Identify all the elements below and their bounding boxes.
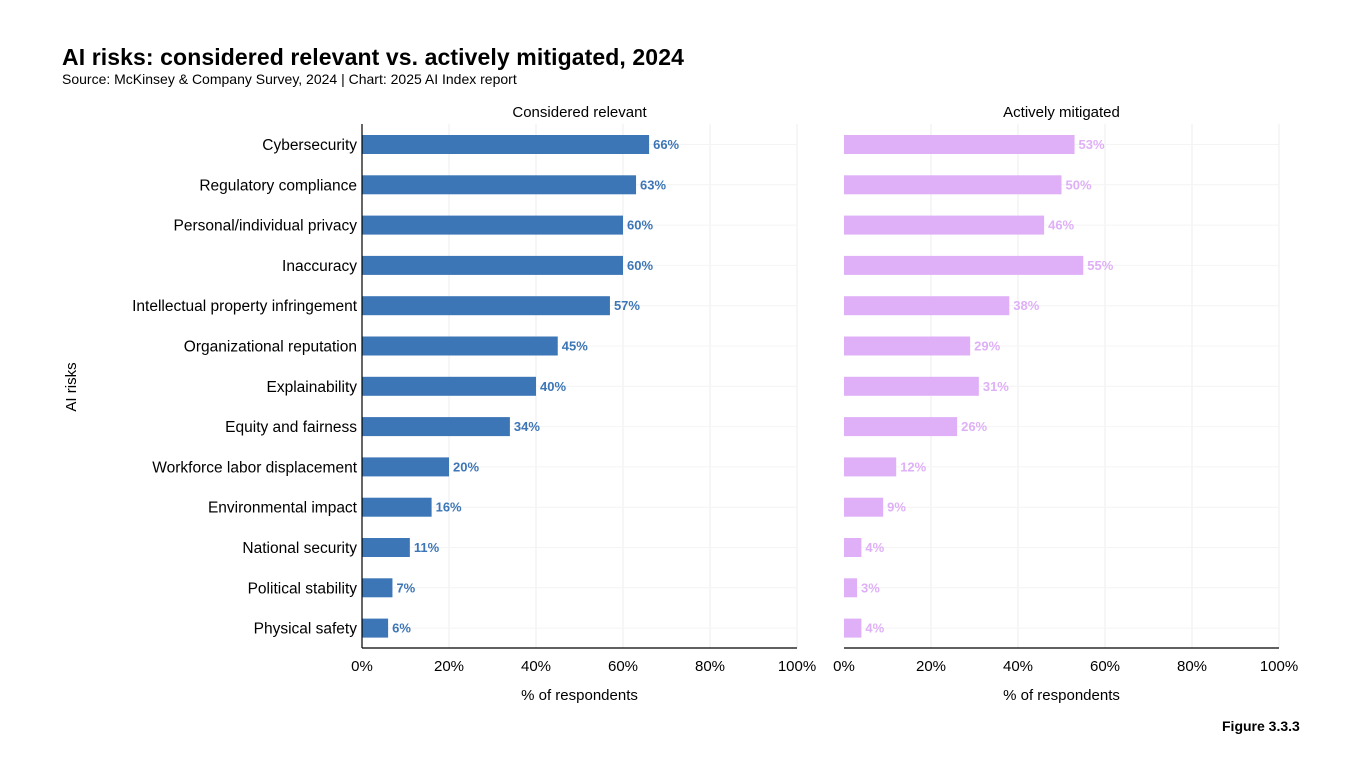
x-tick-label-mitigated-20: 20%: [916, 658, 946, 675]
y-axis-title-group: AI risks: [63, 362, 80, 411]
data-label-relevant-2: 60%: [627, 218, 653, 233]
bar-mitigated-10: [844, 538, 862, 557]
bar-relevant-1: [362, 175, 637, 195]
bar-relevant-3: [362, 255, 623, 275]
data-label-mitigated-8: 12%: [900, 459, 926, 474]
bar-mitigated-0: [844, 135, 1075, 154]
data-label-mitigated-4: 38%: [1013, 298, 1039, 313]
bar-mitigated-6: [844, 376, 979, 396]
chart-title: AI risks: considered relevant vs. active…: [62, 44, 684, 70]
category-label-7: Equity and fairness: [225, 419, 357, 436]
data-label-relevant-3: 60%: [627, 258, 653, 273]
x-tick-label-relevant-80: 80%: [695, 658, 725, 675]
category-label-6: Explainability: [267, 379, 358, 396]
x-tick-label-mitigated-60: 60%: [1090, 658, 1120, 675]
data-label-mitigated-6: 31%: [983, 379, 1009, 394]
bar-relevant-5: [362, 336, 558, 356]
y-axis-title: AI risks: [63, 362, 80, 411]
bar-mitigated-9: [844, 497, 884, 517]
plot-layer: Considered relevant 66% 63% 60% 60% 57% 45% 40%…: [132, 104, 1298, 704]
x-tick-label-relevant-0: 0%: [351, 658, 373, 675]
category-label-2: Personal/individual privacy: [173, 218, 357, 235]
data-label-relevant-8: 20%: [453, 459, 479, 474]
data-label-mitigated-3: 55%: [1087, 258, 1113, 273]
bar-relevant-0: [362, 135, 650, 154]
data-label-mitigated-0: 53%: [1079, 137, 1105, 152]
data-label-mitigated-1: 50%: [1066, 177, 1092, 192]
data-label-mitigated-5: 29%: [974, 339, 1000, 354]
bar-mitigated-8: [844, 457, 897, 477]
data-label-mitigated-11: 3%: [861, 580, 880, 595]
data-label-relevant-1: 63%: [640, 177, 666, 192]
category-label-4: Intellectual property infringement: [132, 298, 358, 315]
x-tick-label-mitigated-0: 0%: [833, 658, 855, 675]
data-label-relevant-5: 45%: [562, 339, 588, 354]
bar-relevant-7: [362, 417, 510, 437]
data-label-relevant-9: 16%: [436, 500, 462, 515]
figure-label: Figure 3.3.3: [1222, 718, 1300, 734]
data-label-relevant-6: 40%: [540, 379, 566, 394]
data-label-relevant-10: 11%: [414, 540, 440, 555]
panel-title-mitigated: Actively mitigated: [1003, 104, 1120, 121]
category-label-8: Workforce labor displacement: [152, 459, 357, 476]
data-label-mitigated-2: 46%: [1048, 218, 1074, 233]
x-tick-label-relevant-60: 60%: [608, 658, 638, 675]
data-label-relevant-0: 66%: [653, 137, 679, 152]
bar-relevant-10: [362, 538, 410, 557]
bar-mitigated-7: [844, 417, 958, 437]
data-label-mitigated-12: 4%: [865, 621, 884, 636]
category-label-11: Political stability: [248, 580, 358, 597]
data-label-relevant-12: 6%: [392, 621, 411, 636]
x-tick-label-relevant-40: 40%: [521, 658, 551, 675]
category-label-1: Regulatory compliance: [199, 177, 357, 194]
category-label-12: Physical safety: [254, 621, 358, 638]
x-tick-label-mitigated-80: 80%: [1177, 658, 1207, 675]
category-label-9: Environmental impact: [208, 500, 358, 517]
bar-relevant-6: [362, 376, 536, 396]
bar-mitigated-11: [844, 578, 858, 598]
data-label-mitigated-10: 4%: [865, 540, 884, 555]
data-label-relevant-11: 7%: [396, 580, 415, 595]
bar-relevant-9: [362, 497, 432, 517]
x-axis-title-mitigated: % of respondents: [1003, 687, 1120, 704]
bar-relevant-2: [362, 215, 623, 235]
x-axis-title-relevant: % of respondents: [521, 687, 638, 704]
category-label-3: Inaccuracy: [282, 258, 357, 275]
x-tick-label-relevant-100: 100%: [778, 658, 816, 675]
bar-mitigated-2: [844, 215, 1045, 235]
bar-relevant-11: [362, 578, 393, 598]
bar-mitigated-4: [844, 296, 1010, 316]
data-label-mitigated-9: 9%: [887, 500, 906, 515]
bar-relevant-4: [362, 296, 610, 316]
bar-mitigated-3: [844, 255, 1084, 275]
bar-mitigated-5: [844, 336, 971, 356]
category-label-0: Cybersecurity: [262, 137, 357, 154]
category-label-10: National security: [242, 540, 357, 557]
bar-mitigated-1: [844, 175, 1062, 195]
data-label-relevant-4: 57%: [614, 298, 640, 313]
bar-relevant-8: [362, 457, 449, 477]
panel-title-relevant: Considered relevant: [512, 104, 647, 121]
data-label-mitigated-7: 26%: [961, 419, 987, 434]
category-label-5: Organizational reputation: [184, 339, 357, 356]
x-tick-label-mitigated-100: 100%: [1260, 658, 1298, 675]
bar-mitigated-12: [844, 618, 862, 638]
x-tick-label-mitigated-40: 40%: [1003, 658, 1033, 675]
x-tick-label-relevant-20: 20%: [434, 658, 464, 675]
data-label-relevant-7: 34%: [514, 419, 540, 434]
bar-relevant-12: [362, 618, 389, 638]
chart-subtitle: Source: McKinsey & Company Survey, 2024 …: [62, 71, 517, 87]
